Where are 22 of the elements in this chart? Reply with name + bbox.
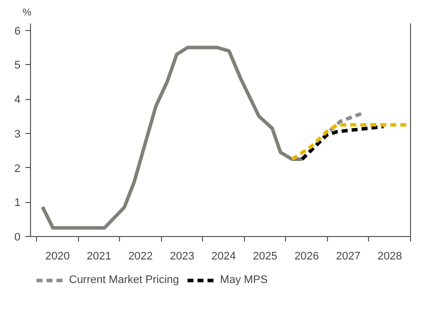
y-tick-label: 3 bbox=[14, 128, 21, 140]
line-series bbox=[40, 46, 304, 230]
legend-label: May MPS bbox=[220, 274, 268, 286]
y-tick-label: 0 bbox=[14, 232, 21, 244]
legend-label: Current Market Pricing bbox=[69, 274, 180, 286]
x-tick-label: 2022 bbox=[128, 250, 153, 262]
x-tick-label: 2027 bbox=[336, 250, 360, 262]
y-tick-label: 2 bbox=[14, 162, 21, 175]
x-tick-label: 2023 bbox=[170, 250, 194, 262]
line-series bbox=[300, 124, 386, 161]
y-axis-title: % bbox=[22, 8, 32, 18]
x-tick-label: 2025 bbox=[252, 250, 278, 262]
y-tick-label: 1 bbox=[14, 197, 21, 210]
y-tick-label: 5 bbox=[14, 60, 21, 72]
x-tick-label: 2020 bbox=[45, 250, 70, 262]
x-tick-label: 2021 bbox=[86, 250, 112, 262]
x-tick-label: 2028 bbox=[378, 250, 402, 262]
x-tick-label: 2026 bbox=[294, 250, 319, 262]
y-tick-label: 4 bbox=[14, 94, 21, 106]
x-tick-label: 2024 bbox=[211, 250, 236, 262]
line-series bbox=[290, 123, 408, 161]
y-tick-label: 6 bbox=[14, 25, 21, 38]
